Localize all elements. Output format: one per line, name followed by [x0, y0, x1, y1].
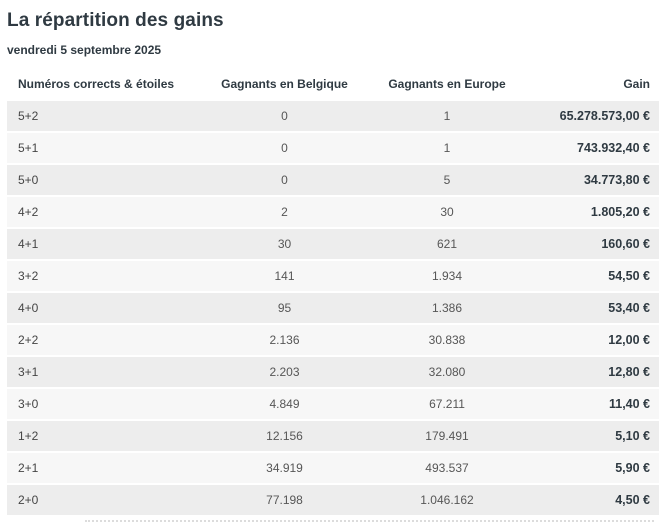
cell-combination: 5+0: [7, 165, 187, 195]
cell-winners-belgium: 0: [187, 133, 382, 163]
cell-winners-belgium: 34.919: [187, 453, 382, 483]
table-row: 3+0 4.849 67.211 11,40 €: [7, 389, 659, 419]
cell-combination: 5+1: [7, 133, 187, 163]
column-header-winners-europe: Gagnants en Europe: [388, 77, 506, 91]
column-header-numbers-stars: Numéros corrects & étoiles: [18, 77, 175, 91]
cell-gain: 53,40 €: [512, 293, 659, 323]
cell-gain: 1.805,20 €: [512, 197, 659, 227]
cell-combination: 2+2: [7, 325, 187, 355]
cell-gain: 54,50 €: [512, 261, 659, 291]
table-row: 1+2 12.156 179.491 5,10 €: [7, 421, 659, 451]
cell-winners-europe: 32.080: [382, 357, 512, 387]
cell-winners-belgium: 77.198: [187, 485, 382, 515]
cell-winners-europe: 1: [382, 101, 512, 131]
table-row: 2+2 2.136 30.838 12,00 €: [7, 325, 659, 355]
cell-combination: 5+2: [7, 101, 187, 131]
table-row: 4+1 30 621 160,60 €: [7, 229, 659, 259]
table-row: 2+0 77.198 1.046.162 4,50 €: [7, 485, 659, 515]
gains-table-header: Numéros corrects & étoiles Gagnants en B…: [7, 71, 659, 99]
column-header-gain: Gain: [623, 77, 650, 91]
table-row: 5+2 0 1 65.278.573,00 €: [7, 101, 659, 131]
cell-winners-belgium: 95: [187, 293, 382, 323]
cell-gain: 34.773,80 €: [512, 165, 659, 195]
cell-combination: 3+0: [7, 389, 187, 419]
cell-winners-europe: 30.838: [382, 325, 512, 355]
cell-winners-belgium: 2.203: [187, 357, 382, 387]
cell-winners-europe: 1.046.162: [382, 485, 512, 515]
cell-combination: 3+2: [7, 261, 187, 291]
table-row: 4+0 95 1.386 53,40 €: [7, 293, 659, 323]
table-row: 3+2 141 1.934 54,50 €: [7, 261, 659, 291]
cell-gain: 4,50 €: [512, 485, 659, 515]
table-row: 5+0 0 5 34.773,80 €: [7, 165, 659, 195]
bottom-divider: [85, 520, 654, 522]
cell-winners-belgium: 0: [187, 101, 382, 131]
table-row: 3+1 2.203 32.080 12,80 €: [7, 357, 659, 387]
cell-winners-europe: 493.537: [382, 453, 512, 483]
table-row: 4+2 2 30 1.805,20 €: [7, 197, 659, 227]
cell-winners-belgium: 2.136: [187, 325, 382, 355]
table-row: 5+1 0 1 743.932,40 €: [7, 133, 659, 163]
cell-combination: 1+2: [7, 421, 187, 451]
cell-winners-belgium: 2: [187, 197, 382, 227]
cell-gain: 5,90 €: [512, 453, 659, 483]
cell-winners-europe: 1.934: [382, 261, 512, 291]
cell-winners-belgium: 4.849: [187, 389, 382, 419]
cell-combination: 2+1: [7, 453, 187, 483]
cell-winners-belgium: 141: [187, 261, 382, 291]
cell-combination: 4+0: [7, 293, 187, 323]
cell-winners-europe: 179.491: [382, 421, 512, 451]
cell-winners-europe: 1.386: [382, 293, 512, 323]
cell-winners-europe: 67.211: [382, 389, 512, 419]
cell-gain: 743.932,40 €: [512, 133, 659, 163]
cell-gain: 65.278.573,00 €: [512, 101, 659, 131]
cell-combination: 3+1: [7, 357, 187, 387]
cell-winners-belgium: 0: [187, 165, 382, 195]
cell-gain: 160,60 €: [512, 229, 659, 259]
cell-gain: 12,00 €: [512, 325, 659, 355]
cell-winners-europe: 30: [382, 197, 512, 227]
cell-combination: 4+1: [7, 229, 187, 259]
gains-table: Numéros corrects & étoiles Gagnants en B…: [7, 69, 659, 517]
draw-date: vendredi 5 septembre 2025: [7, 43, 162, 57]
cell-winners-belgium: 30: [187, 229, 382, 259]
gains-table-body: 5+2 0 1 65.278.573,00 € 5+1 0 1 743.932,…: [7, 101, 659, 515]
cell-gain: 11,40 €: [512, 389, 659, 419]
table-row: 2+1 34.919 493.537 5,90 €: [7, 453, 659, 483]
cell-gain: 12,80 €: [512, 357, 659, 387]
cell-combination: 4+2: [7, 197, 187, 227]
cell-gain: 5,10 €: [512, 421, 659, 451]
cell-winners-europe: 1: [382, 133, 512, 163]
page-title: La répartition des gains: [7, 10, 224, 31]
cell-winners-belgium: 12.156: [187, 421, 382, 451]
column-header-winners-belgium: Gagnants en Belgique: [221, 77, 348, 91]
cell-winners-europe: 5: [382, 165, 512, 195]
cell-winners-europe: 621: [382, 229, 512, 259]
cell-combination: 2+0: [7, 485, 187, 515]
